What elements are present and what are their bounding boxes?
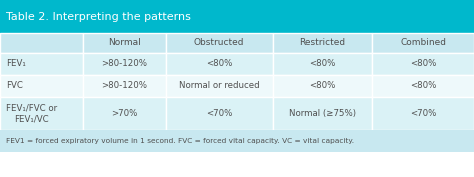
Text: <80%: <80% bbox=[309, 59, 336, 68]
Bar bbox=[83, 53, 166, 75]
Text: <80%: <80% bbox=[309, 81, 336, 90]
Bar bbox=[0, 75, 83, 97]
Bar bbox=[166, 97, 273, 130]
Bar bbox=[273, 33, 372, 53]
Text: <80%: <80% bbox=[410, 81, 436, 90]
Text: Normal: Normal bbox=[108, 39, 141, 47]
Text: >80-120%: >80-120% bbox=[101, 59, 147, 68]
Bar bbox=[372, 33, 474, 53]
Text: FEV₁: FEV₁ bbox=[6, 59, 26, 68]
Bar bbox=[0, 130, 474, 152]
Bar bbox=[273, 97, 372, 130]
Bar bbox=[372, 53, 474, 75]
Text: <70%: <70% bbox=[410, 109, 436, 118]
Bar bbox=[273, 75, 372, 97]
Text: Obstructed: Obstructed bbox=[194, 39, 245, 47]
Bar bbox=[83, 33, 166, 53]
Text: Combined: Combined bbox=[400, 39, 446, 47]
Bar bbox=[273, 53, 372, 75]
Text: >80-120%: >80-120% bbox=[101, 81, 147, 90]
Text: Restricted: Restricted bbox=[299, 39, 346, 47]
Text: >70%: >70% bbox=[111, 109, 137, 118]
Text: Normal (≥75%): Normal (≥75%) bbox=[289, 109, 356, 118]
Bar bbox=[372, 97, 474, 130]
Bar bbox=[166, 53, 273, 75]
Bar bbox=[83, 97, 166, 130]
Text: <80%: <80% bbox=[410, 59, 436, 68]
Text: <70%: <70% bbox=[206, 109, 232, 118]
Bar bbox=[0, 0, 474, 33]
Text: FEV1 = forced expiratory volume in 1 second. FVC = forced vital capacity. VC = v: FEV1 = forced expiratory volume in 1 sec… bbox=[6, 138, 354, 144]
Text: Normal or reduced: Normal or reduced bbox=[179, 81, 260, 90]
Text: <80%: <80% bbox=[206, 59, 232, 68]
Text: FVC: FVC bbox=[6, 81, 23, 90]
Bar bbox=[0, 97, 83, 130]
Text: FEV₁/FVC or
FEV₁/VC: FEV₁/FVC or FEV₁/VC bbox=[6, 104, 57, 123]
Bar bbox=[166, 33, 273, 53]
Bar bbox=[372, 75, 474, 97]
Bar bbox=[0, 33, 83, 53]
Bar bbox=[0, 53, 83, 75]
Bar bbox=[83, 75, 166, 97]
Bar bbox=[0, 152, 474, 177]
Text: Table 2. Interpreting the patterns: Table 2. Interpreting the patterns bbox=[6, 12, 191, 21]
Bar bbox=[166, 75, 273, 97]
